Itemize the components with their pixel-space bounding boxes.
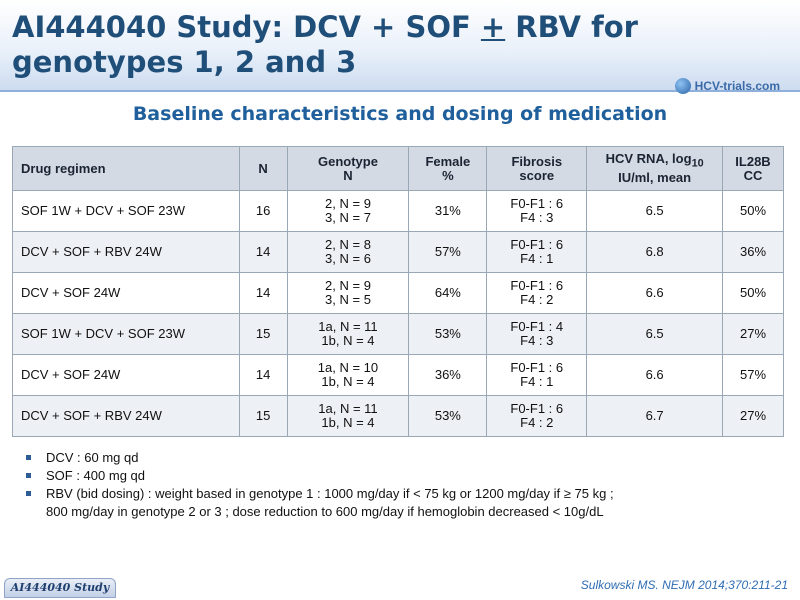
cell-female: 36% (408, 354, 488, 396)
cell-il28b: 27% (722, 395, 784, 437)
cell-il28b: 50% (722, 190, 784, 232)
cell-genotype: 1a, N = 11 1b, N = 4 (286, 395, 410, 437)
cell-genotype: 1a, N = 11 1b, N = 4 (286, 313, 410, 355)
note-dcv: DCV : 60 mg qd (24, 449, 784, 467)
cell-female: 53% (408, 395, 488, 437)
cell-n: 14 (238, 231, 288, 273)
table-row: DCV + SOF 24W 14 1a, N = 10 1b, N = 4 36%… (12, 354, 784, 396)
cell-fibrosis: F0-F1 : 6 F4 : 3 (486, 190, 588, 232)
cell-genotype: 2, N = 9 3, N = 5 (286, 272, 410, 314)
cell-female: 57% (408, 231, 488, 273)
title-plus-minus: + (480, 10, 506, 44)
dosing-notes: DCV : 60 mg qd SOF : 400 mg qd RBV (bid … (24, 449, 784, 521)
baseline-table: Drug regimen N Genotype N Female% Fibrosi… (12, 146, 784, 437)
hcv-trials-logo: HCV-trials.com (674, 76, 780, 96)
table-row: SOF 1W + DCV + SOF 23W 16 2, N = 9 3, N =… (12, 190, 784, 232)
cell-regimen: DCV + SOF + RBV 24W (12, 231, 240, 273)
header-n: N (238, 146, 288, 191)
table-row: DCV + SOF 24W 14 2, N = 9 3, N = 5 64% F0… (12, 272, 784, 314)
cell-n: 14 (238, 354, 288, 396)
cell-n: 16 (238, 190, 288, 232)
header-drug-regimen: Drug regimen (12, 146, 240, 191)
header-genotype: Genotype N (286, 146, 410, 191)
slide-title: AI444040 Study: DCV + SOF + RBV for geno… (12, 10, 732, 80)
cell-female: 53% (408, 313, 488, 355)
table-row: SOF 1W + DCV + SOF 23W 15 1a, N = 11 1b, … (12, 313, 784, 355)
study-badge: AI444040 Study (4, 578, 116, 598)
cell-regimen: SOF 1W + DCV + SOF 23W (12, 313, 240, 355)
header-hcv-rna: HCV RNA, log10 IU/ml, mean (586, 146, 723, 191)
cell-female: 64% (408, 272, 488, 314)
header-fibrosis: Fibrosis score (486, 146, 588, 191)
header-il28b: IL28B CC (722, 146, 784, 191)
cell-fibrosis: F0-F1 : 6 F4 : 1 (486, 231, 588, 273)
table-header-row: Drug regimen N Genotype N Female% Fibrosi… (12, 146, 784, 191)
cell-fibrosis: F0-F1 : 6 F4 : 1 (486, 354, 588, 396)
cell-il28b: 36% (722, 231, 784, 273)
cell-regimen: DCV + SOF 24W (12, 272, 240, 314)
cell-il28b: 57% (722, 354, 784, 396)
table-row: DCV + SOF + RBV 24W 14 2, N = 8 3, N = 6 … (12, 231, 784, 273)
slide-header: AI444040 Study: DCV + SOF + RBV for geno… (0, 0, 800, 94)
slide-subtitle: Baseline characteristics and dosing of m… (132, 103, 668, 125)
cell-fibrosis: F0-F1 : 6 F4 : 2 (486, 395, 588, 437)
cell-fibrosis: F0-F1 : 4 F4 : 3 (486, 313, 588, 355)
cell-n: 15 (238, 313, 288, 355)
cell-genotype: 1a, N = 10 1b, N = 4 (286, 354, 410, 396)
cell-hcv-rna: 6.8 (586, 231, 723, 273)
header-female: Female% (408, 146, 488, 191)
cell-n: 14 (238, 272, 288, 314)
cell-genotype: 2, N = 8 3, N = 6 (286, 231, 410, 273)
cell-hcv-rna: 6.5 (586, 313, 723, 355)
cell-female: 31% (408, 190, 488, 232)
citation: Sulkowski MS. NEJM 2014;370:211-21 (580, 578, 788, 592)
cell-genotype: 2, N = 9 3, N = 7 (286, 190, 410, 232)
title-text-start: AI444040 Study: DCV + SOF (12, 10, 481, 44)
note-sof: SOF : 400 mg qd (24, 467, 784, 485)
cell-regimen: DCV + SOF + RBV 24W (12, 395, 240, 437)
cell-n: 15 (238, 395, 288, 437)
table-row: DCV + SOF + RBV 24W 15 1a, N = 11 1b, N =… (12, 395, 784, 437)
cell-il28b: 27% (722, 313, 784, 355)
cell-regimen: DCV + SOF 24W (12, 354, 240, 396)
logo-text: HCV-trials.com (694, 79, 780, 93)
cell-hcv-rna: 6.6 (586, 272, 723, 314)
cell-fibrosis: F0-F1 : 6 F4 : 2 (486, 272, 588, 314)
note-rbv: RBV (bid dosing) : weight based in genot… (24, 485, 784, 521)
cell-regimen: SOF 1W + DCV + SOF 23W (12, 190, 240, 232)
title-text-end: RBV for genotypes 1, 2 and 3 (12, 10, 638, 79)
cell-hcv-rna: 6.5 (586, 190, 723, 232)
logo-globe-icon (674, 78, 691, 94)
cell-hcv-rna: 6.7 (586, 395, 723, 437)
cell-hcv-rna: 6.6 (586, 354, 723, 396)
cell-il28b: 50% (722, 272, 784, 314)
